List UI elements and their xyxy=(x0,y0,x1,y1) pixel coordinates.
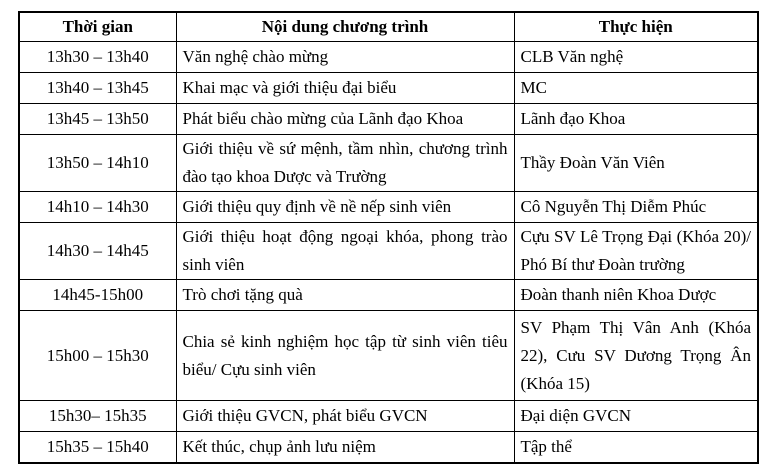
time-cell: 13h30 – 13h40 xyxy=(18,41,177,73)
content-cell: Giới thiệu hoạt động ngoại khóa, phong t… xyxy=(175,222,515,280)
table-row: 14h45-15h00 Trò chơi tặng quà Đoàn thanh… xyxy=(18,279,759,311)
table-header-row: Thời gian Nội dung chương trình Thực hiệ… xyxy=(18,11,759,42)
table-row: 15h30– 15h35 Giới thiệu GVCN, phát biểu … xyxy=(18,400,759,432)
performer-cell: Lãnh đạo Khoa xyxy=(513,103,759,135)
table-row: 15h35 – 15h40 Kết thúc, chụp ảnh lưu niệ… xyxy=(18,431,759,463)
header-performer: Thực hiện xyxy=(513,11,759,42)
performer-cell: Đoàn thanh niên Khoa Dược xyxy=(513,279,759,311)
header-time: Thời gian xyxy=(18,11,177,42)
table-row: 13h40 – 13h45 Khai mạc và giới thiệu đại… xyxy=(18,72,759,104)
time-cell: 13h45 – 13h50 xyxy=(18,103,177,135)
content-cell: Trò chơi tặng quà xyxy=(175,279,515,311)
content-cell: Khai mạc và giới thiệu đại biểu xyxy=(175,72,515,104)
table-row: 13h30 – 13h40 Văn nghệ chào mừng CLB Văn… xyxy=(18,41,759,73)
content-cell: Giới thiệu GVCN, phát biểu GVCN xyxy=(175,400,515,432)
time-cell: 13h40 – 13h45 xyxy=(18,72,177,104)
table-row: 15h00 – 15h30 Chia sẻ kinh nghiệm học tậ… xyxy=(18,310,759,401)
performer-cell: Cô Nguyễn Thị Diễm Phúc xyxy=(513,191,759,223)
table-row: 14h30 – 14h45 Giới thiệu hoạt động ngoại… xyxy=(18,222,759,280)
performer-cell: MC xyxy=(513,72,759,104)
time-cell: 14h10 – 14h30 xyxy=(18,191,177,223)
content-cell: Phát biểu chào mừng của Lãnh đạo Khoa xyxy=(175,103,515,135)
content-cell: Văn nghệ chào mừng xyxy=(175,41,515,73)
content-cell: Chia sẻ kinh nghiệm học tập từ sinh viên… xyxy=(175,310,515,401)
performer-cell: Thầy Đoàn Văn Viên xyxy=(513,134,759,192)
time-cell: 14h30 – 14h45 xyxy=(18,222,177,280)
time-cell: 13h50 – 14h10 xyxy=(18,134,177,192)
performer-cell: Tập thể xyxy=(513,431,759,463)
performer-cell: SV Phạm Thị Vân Anh (Khóa 22), Cưu SV Dư… xyxy=(513,310,759,401)
performer-cell: Đại diện GVCN xyxy=(513,400,759,432)
time-cell: 15h30– 15h35 xyxy=(18,400,177,432)
table-row: 14h10 – 14h30 Giới thiệu quy định về nề … xyxy=(18,191,759,223)
time-cell: 14h45-15h00 xyxy=(18,279,177,311)
performer-cell: Cựu SV Lê Trọng Đại (Khóa 20)/ Phó Bí th… xyxy=(513,222,759,280)
content-cell: Kết thúc, chụp ảnh lưu niệm xyxy=(175,431,515,463)
content-cell: Giới thiệu quy định về nề nếp sinh viên xyxy=(175,191,515,223)
table-row: 13h45 – 13h50 Phát biểu chào mừng của Lã… xyxy=(18,103,759,135)
performer-cell: CLB Văn nghệ xyxy=(513,41,759,73)
time-cell: 15h35 – 15h40 xyxy=(18,431,177,463)
time-cell: 15h00 – 15h30 xyxy=(18,310,177,401)
table-row: 13h50 – 14h10 Giới thiệu về sứ mệnh, tầm… xyxy=(18,134,759,192)
header-content: Nội dung chương trình xyxy=(175,11,515,42)
program-schedule-table: Thời gian Nội dung chương trình Thực hiệ… xyxy=(18,11,759,464)
content-cell: Giới thiệu về sứ mệnh, tầm nhìn, chương … xyxy=(175,134,515,192)
